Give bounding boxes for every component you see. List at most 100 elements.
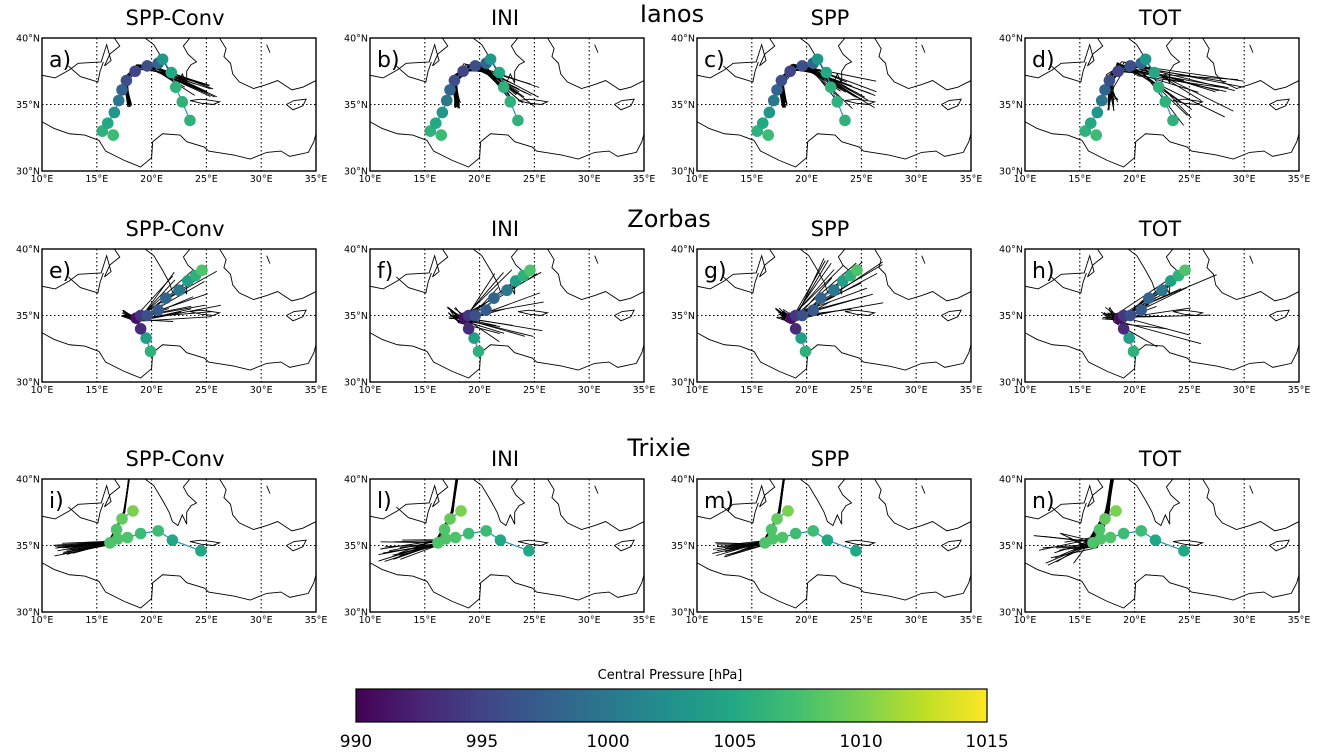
observed-track-point [1143, 292, 1155, 305]
x-tick-label: 35°E [633, 174, 656, 185]
observed-track-point [101, 117, 114, 129]
observed-track-point [1099, 513, 1111, 525]
observed-track-point [134, 323, 147, 335]
ensemble-track [380, 479, 458, 550]
ensemble-track [455, 69, 532, 102]
ensemble-track [72, 479, 130, 554]
x-tick-label: 25°E [195, 174, 218, 185]
ensemble-track [455, 69, 531, 109]
observed-track-point [1084, 117, 1097, 129]
observed-track-point [523, 545, 535, 557]
colorbar-tick-995: 995 [465, 732, 499, 752]
observed-track-point [766, 533, 779, 545]
ensemble-track [449, 317, 513, 326]
ensemble-track [124, 66, 188, 104]
observed-track-point [756, 117, 769, 129]
ensemble-track [402, 479, 458, 541]
coastline [396, 502, 432, 524]
x-tick-label: 25°E [523, 385, 546, 396]
observed-track-point [821, 534, 834, 546]
ensemble-track [450, 64, 526, 106]
panel-title: SPP [810, 217, 850, 241]
ensemble-track [1059, 479, 1112, 542]
ensemble-track [777, 65, 875, 108]
coastline [844, 309, 877, 316]
ensemble-track [780, 64, 841, 103]
observed-track-point [458, 312, 471, 324]
coastline [68, 502, 104, 524]
ensemble-track [1111, 304, 1150, 321]
ensemble-track [454, 315, 497, 326]
observed-track-point [1117, 527, 1130, 540]
y-tick-label: 30°N [344, 378, 368, 389]
x-tick-label: 25°E [1178, 385, 1201, 396]
ensemble-track [1059, 479, 1113, 551]
observed-track-point [509, 275, 522, 287]
x-tick-label: 15°E [85, 385, 108, 396]
observed-track-point [850, 545, 862, 557]
observed-track-point [811, 53, 824, 66]
coastline [1269, 98, 1290, 111]
coastline [1172, 98, 1205, 105]
observed-track-point [480, 304, 492, 316]
ensemble-track [451, 64, 535, 109]
coastline [517, 539, 550, 546]
observed-track-point [107, 129, 120, 141]
ensemble-track [454, 66, 508, 101]
ensemble-track [121, 281, 205, 321]
ensemble-track [453, 67, 510, 107]
ensemble-track [1072, 479, 1114, 553]
ensemble-track [724, 479, 785, 558]
x-tick-label: 30°E [578, 615, 601, 626]
ensemble-track [454, 284, 516, 317]
observed-track-point [455, 505, 467, 517]
x-tick-label: 15°E [740, 615, 763, 626]
coastline [396, 61, 432, 83]
ensemble-track [454, 70, 520, 106]
observed-track-point [120, 74, 133, 87]
ensemble-track [65, 479, 130, 547]
observed-track-line [763, 510, 857, 552]
colorbar-tick-1015: 1015 [965, 732, 1009, 752]
x-tick-label: 15°E [85, 615, 108, 626]
coastline [614, 539, 635, 552]
observed-track-point [472, 345, 485, 358]
ensemble-track [783, 293, 873, 318]
y-tick-label: 40°N [999, 475, 1023, 486]
ensemble-track [452, 272, 504, 323]
observed-track-point [134, 527, 147, 540]
ensemble-track [775, 295, 867, 318]
ensemble-track [123, 68, 211, 104]
ensemble-track [1105, 280, 1175, 321]
x-tick-label: 20°E [140, 385, 163, 396]
observed-track-point [789, 309, 802, 322]
observed-track-point [1148, 66, 1161, 79]
observed-track-point [828, 284, 840, 297]
x-tick-label: 15°E [413, 174, 436, 185]
x-tick-label: 20°E [795, 174, 818, 185]
x-tick-label: 35°E [960, 385, 983, 396]
ensemble-track [1104, 66, 1227, 102]
ensemble-track [123, 309, 182, 322]
x-tick-label: 15°E [1068, 615, 1091, 626]
ensemble-track [780, 269, 835, 323]
ensemble-track [733, 479, 784, 555]
ensemble-track [1056, 479, 1113, 563]
observed-track-point [1139, 53, 1152, 66]
x-tick-label: 25°E [195, 615, 218, 626]
coastline [547, 38, 644, 91]
x-tick-label: 30°E [905, 385, 928, 396]
ensemble-track [122, 64, 211, 104]
y-tick-label: 30°N [16, 167, 40, 178]
y-tick-label: 30°N [344, 608, 368, 619]
observed-track-line [429, 58, 519, 136]
axes-frame [369, 37, 645, 172]
x-tick-label: 25°E [850, 615, 873, 626]
ensemble-track [780, 308, 852, 317]
ensemble-track [1107, 68, 1219, 106]
ensemble-track [781, 66, 876, 102]
ensemble-track [121, 311, 212, 319]
ensemble-track [779, 64, 847, 108]
x-tick-label: 10°E [359, 615, 382, 626]
